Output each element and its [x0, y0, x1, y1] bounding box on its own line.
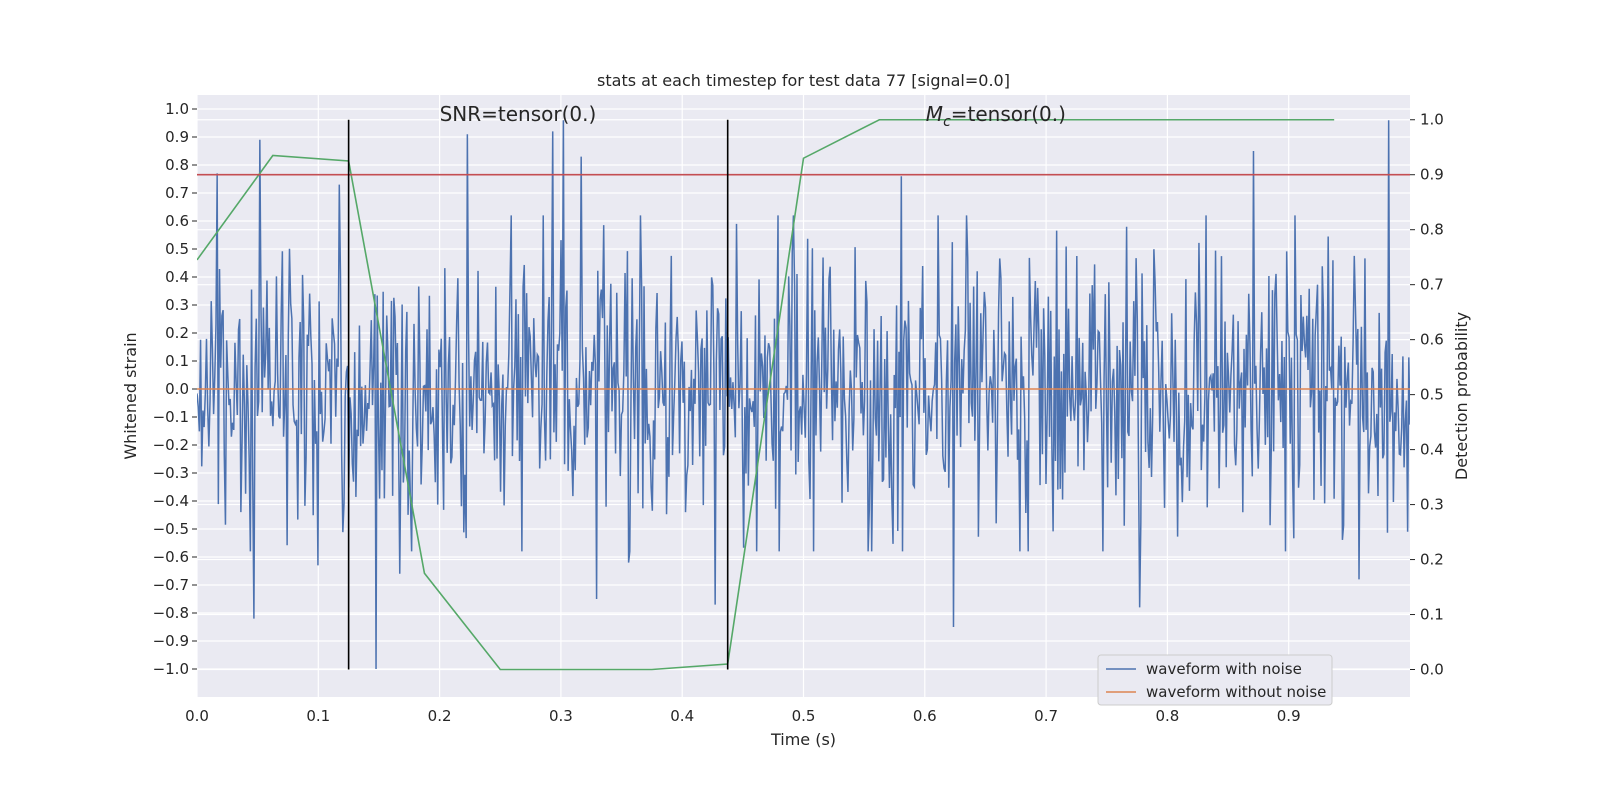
x-tick-label: 0.7	[1034, 707, 1058, 725]
y-left-tick-label: 0.6	[165, 212, 189, 230]
legend-box	[1097, 654, 1333, 706]
y-right-axis-label: Detection probability	[1452, 312, 1471, 480]
series-line-detection-probability	[197, 118, 1335, 671]
legend-entry-waveform-without-noise: waveform without noise	[1146, 683, 1326, 701]
y-left-axis-label: Whitened strain	[121, 332, 140, 459]
y-right-tick-label: 0.5	[1420, 386, 1444, 404]
y-right-tick-label: 0.2	[1420, 551, 1444, 569]
series-layer	[197, 118, 1410, 671]
y-left-tick-label: 0.7	[165, 184, 189, 202]
x-tick-label: 0.3	[549, 707, 573, 725]
annotation-mc-subscript: c	[943, 114, 951, 130]
y-left-tick-label: 0.8	[165, 156, 189, 174]
y-left-tick-label: −0.1	[153, 408, 189, 426]
y-right-tick-label: 0.9	[1420, 166, 1444, 184]
x-axis-label: Time (s)	[770, 730, 836, 749]
y-right-tick-label: 0.7	[1420, 276, 1444, 294]
y-right-tick-label: 0.6	[1420, 331, 1444, 349]
legend-entry-waveform-with-noise: waveform with noise	[1146, 660, 1302, 678]
x-tick-label: 0.6	[913, 707, 937, 725]
y-left-tick-label: 0.4	[165, 268, 189, 286]
annotation-snr-text: SNR=tensor(0.)	[440, 102, 597, 126]
y-left-tick-label: 0.1	[165, 352, 189, 370]
series-line-waveform-with-noise	[197, 120, 1410, 670]
x-tick-label: 0.5	[792, 707, 816, 725]
y-left-tick-label: −0.6	[153, 548, 189, 566]
y-left-tick-label: 0.3	[165, 296, 189, 314]
y-right-tick-label: 0.3	[1420, 496, 1444, 514]
y-left-tick-label: −0.2	[153, 436, 189, 454]
y-right-axis-ticks: 0.0 0.1 0.2 0.3 0.4 0.5 0.6 0.7 0.8 0.9 1.0	[1410, 111, 1444, 679]
y-right-tick-label: 0.1	[1420, 606, 1444, 624]
y-left-tick-label: −0.4	[153, 492, 189, 510]
y-right-tick-label: 1.0	[1420, 111, 1444, 129]
legend: waveform with noise waveform without noi…	[1097, 654, 1333, 706]
x-tick-label: 0.9	[1277, 707, 1301, 725]
x-tick-label: 0.1	[306, 707, 330, 725]
annotation-mc-symbol: M	[926, 102, 943, 126]
y-right-tick-label: 0.8	[1420, 221, 1444, 239]
vertical-lines	[347, 119, 729, 670]
y-left-axis-ticks: −1.0 −0.9 −0.8 −0.7 −0.6 −0.5 −0.4 −0.3 −0.2 −0.1…	[153, 100, 197, 678]
x-tick-label: 0.8	[1155, 707, 1179, 725]
annotation-snr: SNR=tensor(0.)	[440, 102, 597, 126]
y-right-tick-label: 0.0	[1420, 661, 1444, 679]
annotation-mc: Mc=tensor(0.)	[926, 102, 1066, 130]
y-left-tick-label: 1.0	[165, 100, 189, 118]
y-left-tick-label: −0.7	[153, 576, 189, 594]
y-right-tick-label: 0.4	[1420, 441, 1444, 459]
chart-title: stats at each timestep for test data 77 …	[597, 71, 1010, 90]
y-left-tick-label: −1.0	[153, 660, 189, 678]
y-left-tick-label: −0.5	[153, 520, 189, 538]
y-left-tick-label: −0.3	[153, 464, 189, 482]
annotation-mc-text: =tensor(0.)	[951, 102, 1066, 126]
y-left-tick-label: 0.2	[165, 324, 189, 342]
x-axis-ticks: 0.0 0.1 0.2 0.3 0.4 0.5 0.6 0.7 0.8 0.9	[185, 707, 1301, 725]
y-left-tick-label: 0.0	[165, 380, 189, 398]
y-left-tick-label: −0.9	[153, 632, 189, 650]
y-left-tick-label: 0.5	[165, 240, 189, 258]
x-tick-label: 0.4	[670, 707, 694, 725]
x-tick-label: 0.2	[428, 707, 452, 725]
y-left-tick-label: 0.9	[165, 128, 189, 146]
y-left-tick-label: −0.8	[153, 604, 189, 622]
x-tick-label: 0.0	[185, 707, 209, 725]
